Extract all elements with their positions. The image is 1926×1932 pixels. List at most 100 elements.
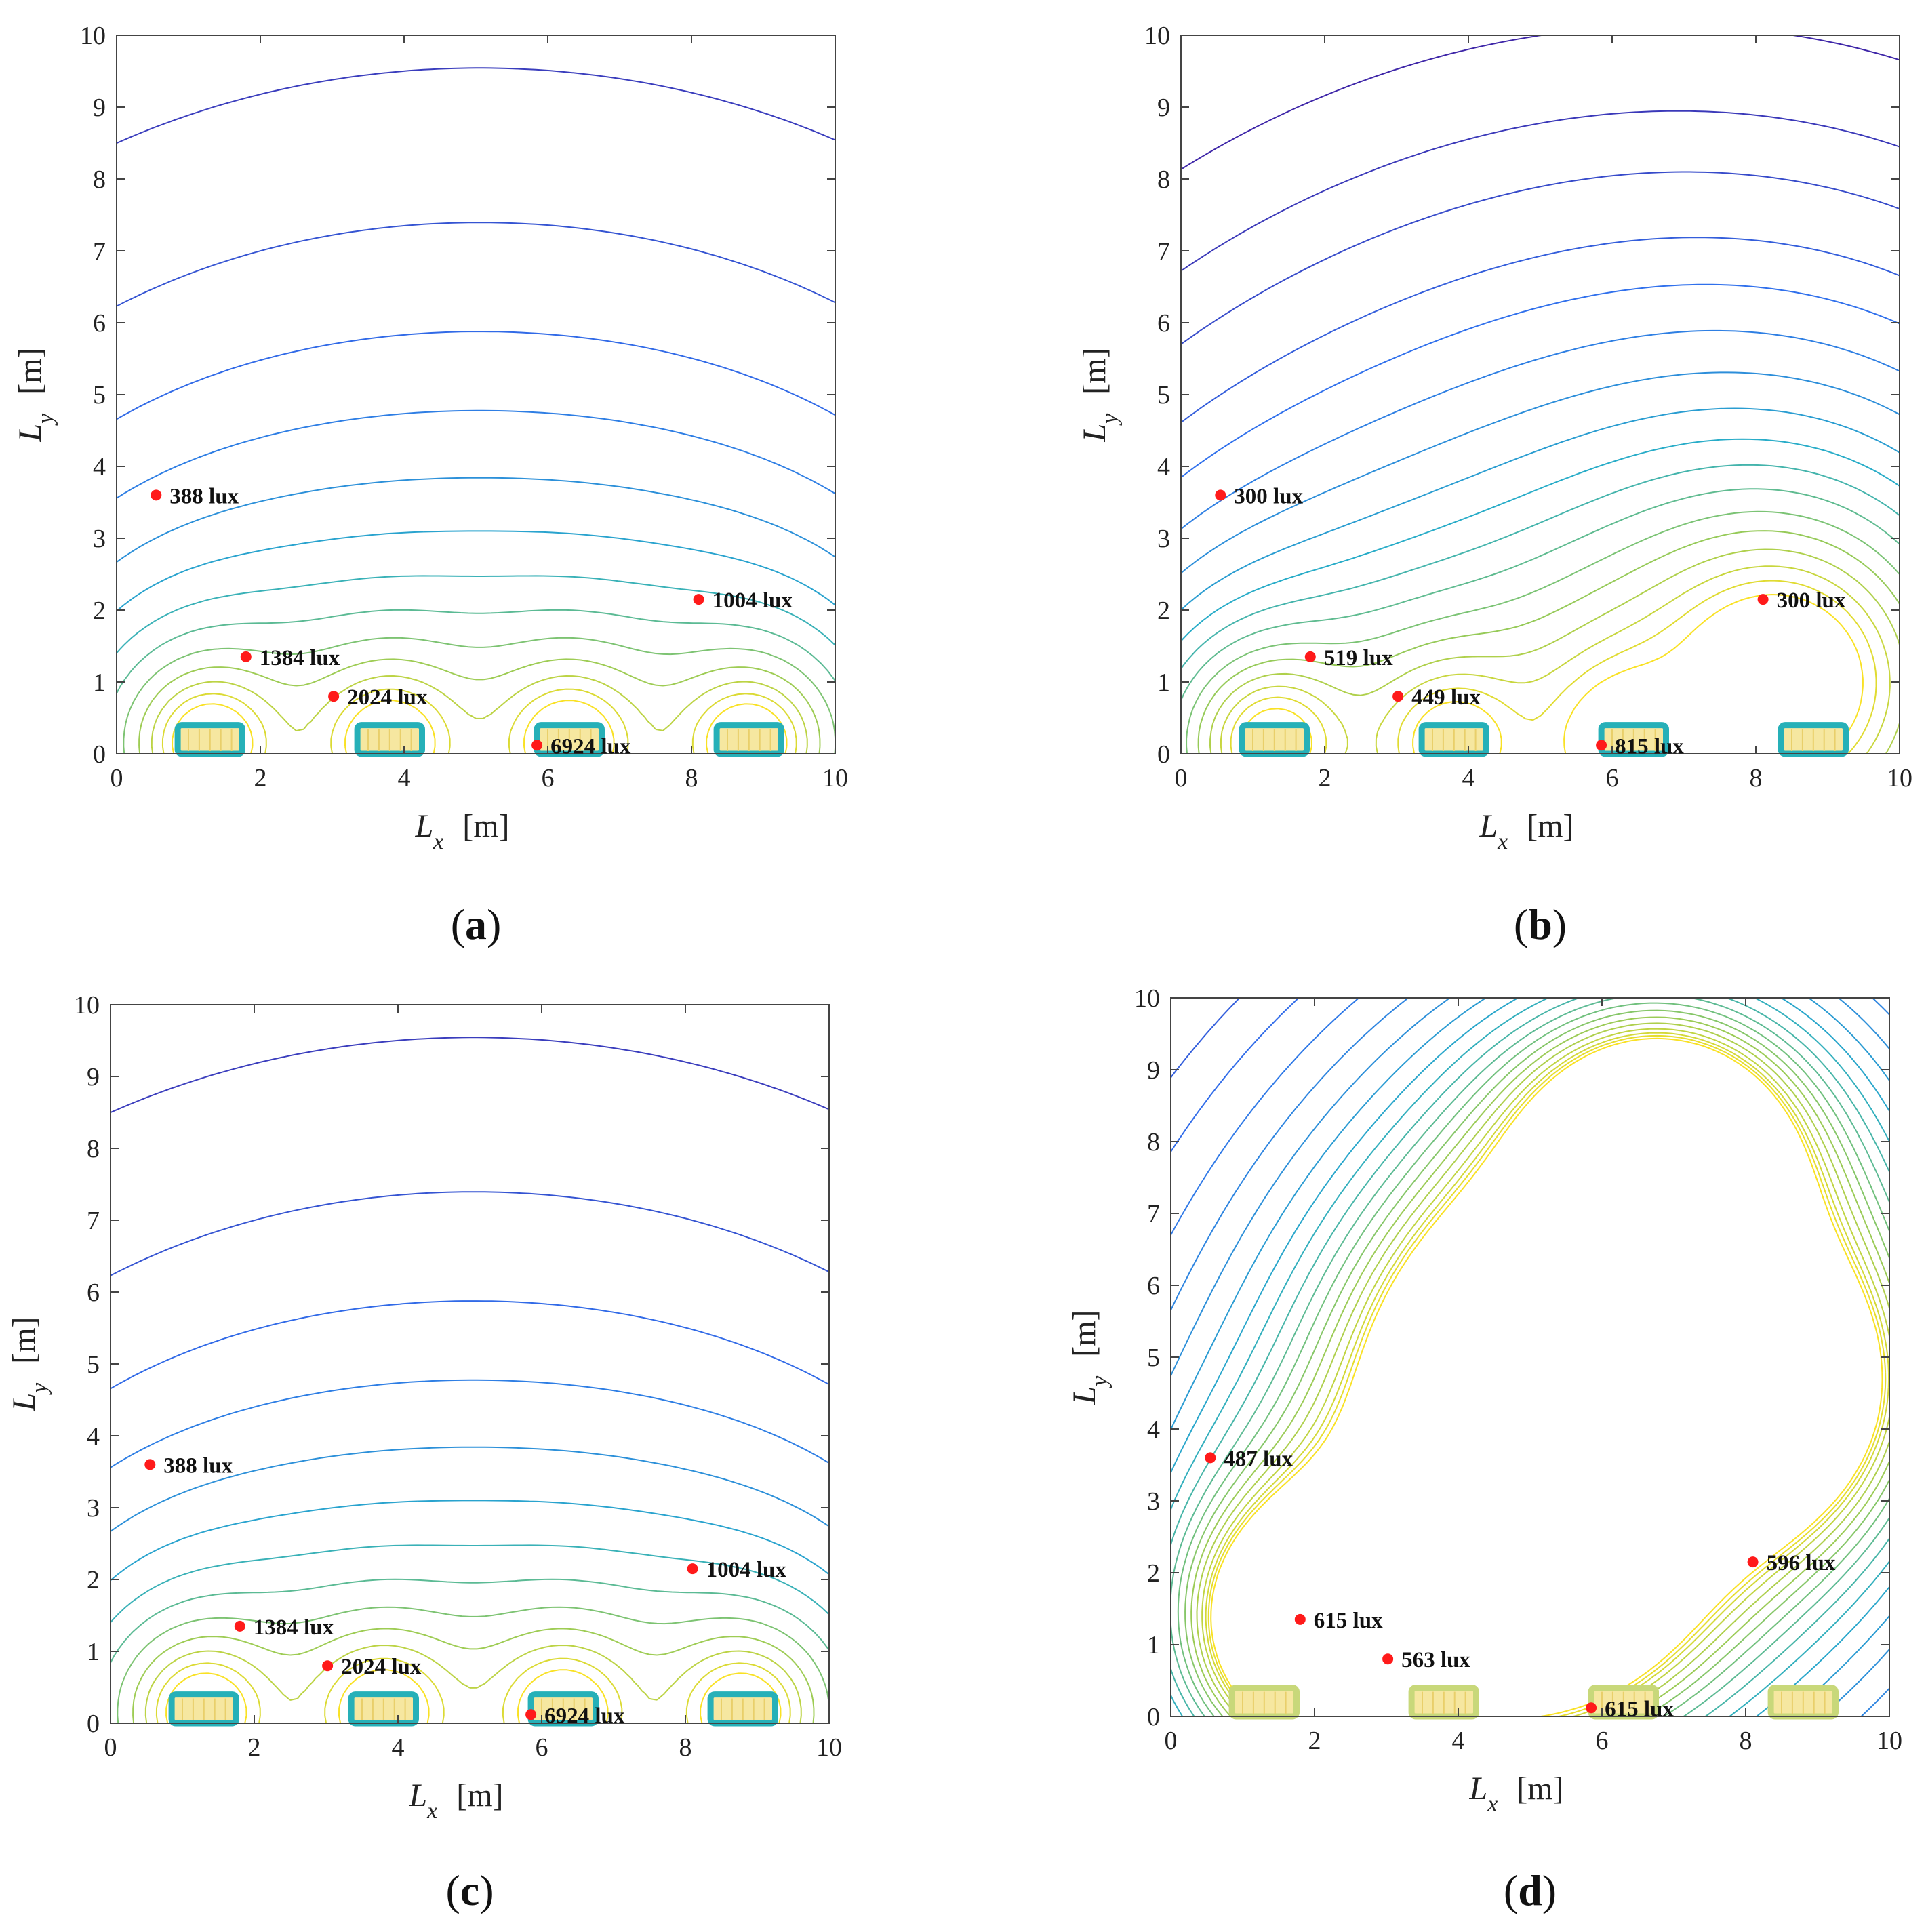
measurement-point-1 [1215,489,1226,501]
measurement-point-3 [1392,691,1404,702]
y-tick-label: 4 [93,453,106,481]
y-tick-label: 3 [1147,1487,1160,1516]
contour-level-3 [111,1191,829,1276]
y-tick-label: 5 [1157,381,1170,409]
axes-box [1180,35,1900,754]
contour-level-5 [117,409,835,499]
contour-level-7 [111,1500,829,1582]
contour-level-12 [144,1645,802,1723]
x-tick-label: 6 [1596,1727,1609,1755]
y-tick-label: 5 [87,1350,100,1379]
contour-level-2 [111,1037,829,1114]
contour-level-6 [1171,998,1300,1152]
contour-level-10 [1181,464,1900,670]
x-tick-label: 0 [104,1733,117,1762]
y-tick-label: 10 [80,22,106,50]
y-tick-label: 6 [1147,1272,1160,1300]
contour-level-9 [111,1578,829,1664]
lux-label-5: 1004 lux [706,1558,787,1582]
lux-label-4: 615 lux [1605,1697,1674,1721]
contour-level-12 [1171,998,1889,1716]
x-tick-label: 2 [254,764,267,792]
luminaires [1228,1685,1839,1720]
lux-label-3: 563 lux [1401,1648,1470,1672]
lux-label-2: 615 lux [1314,1609,1383,1633]
y-tick-label: 3 [87,1494,100,1523]
contour-level-13 [1171,998,1889,1716]
y-tick-label: 1 [87,1638,100,1666]
contour-level-18 [1196,1022,1889,1716]
measurement-point-4 [1596,740,1607,751]
contour-level-12 [1186,510,1900,754]
contour-level-17 [1190,1016,1889,1716]
contour-level-10 [117,1606,829,1723]
contour-level-11 [132,1628,815,1723]
y-tick-label: 4 [1157,453,1170,481]
y-tick-label: 1 [93,668,106,697]
measurement-point-5 [693,594,704,605]
y-tick-label: 5 [93,381,106,409]
x-tick-label: 2 [1308,1727,1321,1755]
x-tick-label: 4 [392,1733,405,1762]
lux-label-1: 388 lux [169,484,239,508]
contour-level-7 [1181,371,1900,574]
contour-level-13 [1197,530,1900,754]
contour-level-3 [117,222,835,307]
contour-level-2 [1181,110,1900,272]
x-tick-label: 4 [398,764,411,792]
y-tick-label: 10 [74,991,100,1020]
contour-level-22 [1210,1037,1883,1716]
y-axis-label: Ly[m] [12,347,58,442]
contour-level-14 [165,1669,782,1723]
contour-level-7 [1171,998,1360,1236]
y-tick-label: 6 [1157,309,1170,338]
y-tick-label: 9 [93,94,106,122]
contour-level-15 [1177,1002,1889,1716]
contour-level-8 [1181,407,1900,611]
y-tick-label: 8 [1157,165,1170,194]
y-tick-label: 2 [87,1566,100,1594]
contour-level-1 [1181,35,1900,170]
measurement-point-2 [1294,1613,1306,1625]
lux-label-3: 2024 lux [347,685,428,710]
lux-label-4: 6924 lux [544,1704,625,1728]
y-axis-label-group: Ly[m] [6,1316,52,1411]
y-tick-label: 2 [93,597,106,625]
contour-level-13 [155,1657,791,1723]
y-tick-label: 5 [1147,1344,1160,1372]
x-tick-label: 10 [1887,764,1912,792]
contour-level-16 [1230,580,1877,754]
measurement-point-5 [1757,594,1769,605]
y-tick-label: 0 [87,1710,100,1738]
lux-label-4: 815 lux [1615,734,1684,759]
contour-level-11 [138,658,821,754]
panel-b: 0 2 4 6 8 10 0 1 2 3 4 5 6 7 8 9 10 Lx [m] Ly[m] 300 lux 519 … [1077,22,1912,948]
x-tick-label: 6 [542,764,555,792]
x-tick-label: 8 [1750,764,1763,792]
measurement-point-2 [234,1620,245,1632]
measurement-point-4 [1586,1702,1597,1714]
contour-level-15 [1220,565,1891,754]
y-tick-label: 7 [93,237,106,266]
y-tick-label: 7 [1157,237,1170,266]
luminaires [168,1691,778,1727]
x-tick-label: 8 [1740,1727,1752,1755]
axes-box [110,1004,830,1724]
y-tick-label: 1 [1147,1631,1160,1659]
lux-label-3: 2024 lux [341,1655,422,1679]
contour-lines [1171,998,1889,1716]
contour-level-13 [161,688,797,754]
contour-level-9 [1181,438,1900,642]
lux-label-1: 487 lux [1224,1447,1293,1471]
measurement-point-3 [322,1660,334,1672]
axes-box [116,35,836,754]
measurement-point-5 [1747,1556,1759,1568]
y-tick-label: 0 [1157,740,1170,769]
measurement-point-2 [1304,651,1316,662]
contour-lines [111,1037,829,1723]
panel-d: 0 2 4 6 8 10 0 1 2 3 4 5 6 7 8 9 10 Lx [m] Ly[m] 487 lux 615 … [1066,984,1902,1914]
x-axis-label: Lx [m] [408,1777,503,1824]
x-tick-label: 0 [111,764,123,792]
contour-level-14 [1171,998,1889,1716]
